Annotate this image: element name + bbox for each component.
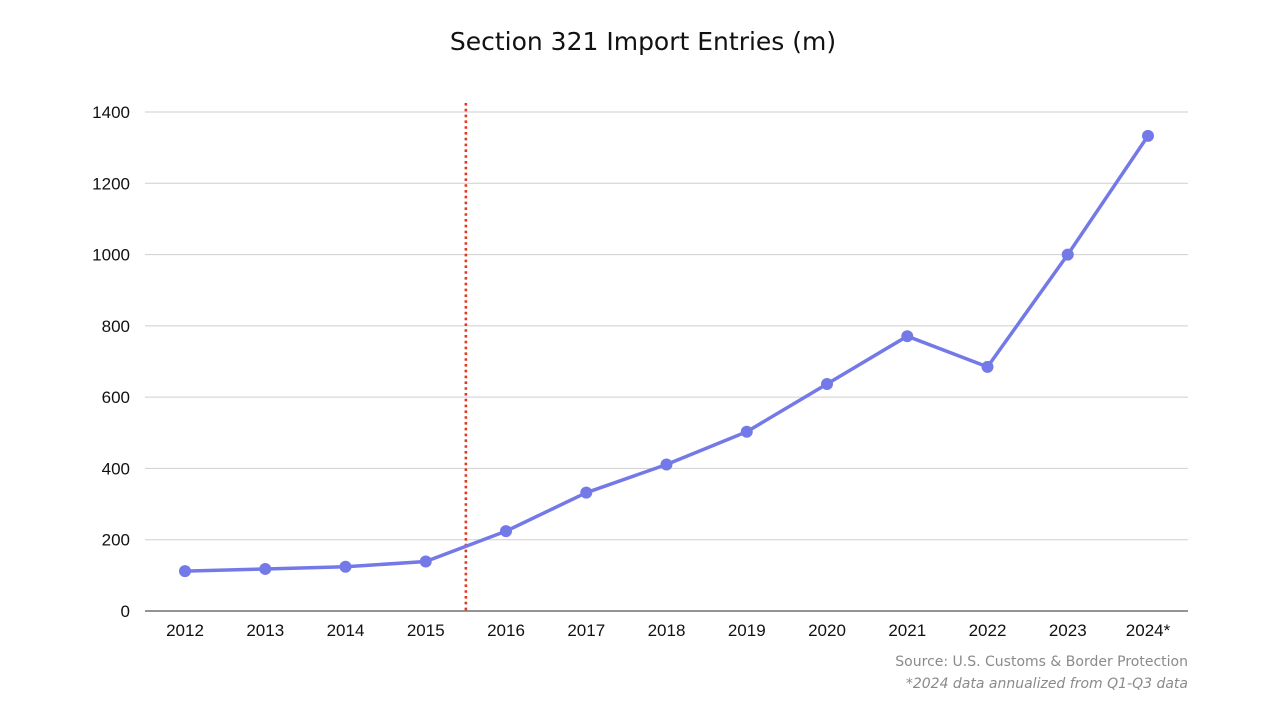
x-axis-ticks: 2012 2013 2014 2015 2016 2017 2018 2019 2020 2021… [166, 621, 1171, 640]
annualized-note: *2024 data annualized from Q1-Q3 data [905, 676, 1188, 692]
series [179, 129, 1154, 578]
x-tick-label: 2022 [969, 621, 1007, 640]
data-point [981, 360, 994, 373]
x-tick-label: 2020 [808, 621, 846, 640]
x-tick-label: 2013 [246, 621, 284, 640]
data-point [1061, 248, 1074, 261]
data-point [580, 486, 593, 499]
data-point [1142, 129, 1154, 142]
y-tick-label: 1200 [92, 174, 130, 193]
data-point [179, 565, 191, 578]
source-note: Source: U.S. Customs & Border Protection [895, 654, 1188, 670]
y-tick-label: 1400 [92, 103, 130, 122]
x-tick-label: 2018 [648, 621, 686, 640]
x-tick-label: 2021 [888, 621, 926, 640]
y-tick-label: 600 [102, 388, 130, 407]
y-tick-label: 1000 [92, 246, 130, 265]
x-tick-label: 2015 [407, 621, 445, 640]
data-point [660, 458, 673, 471]
y-axis-ticks: 0 200 400 600 800 1000 1200 1400 [92, 103, 130, 621]
gridlines [145, 111, 1188, 612]
y-tick-label: 200 [102, 531, 130, 550]
data-point [901, 330, 914, 343]
data-point [419, 555, 432, 568]
series-line [183, 134, 1150, 573]
y-tick-label: 800 [102, 317, 130, 336]
data-point [500, 525, 512, 538]
x-tick-label: 2024* [1126, 621, 1171, 640]
x-tick-label: 2016 [487, 621, 525, 640]
data-point [821, 377, 833, 390]
y-tick-label: 400 [102, 459, 130, 478]
x-tick-label: 2017 [567, 621, 605, 640]
y-tick-label: 0 [121, 602, 130, 621]
data-point [339, 560, 352, 573]
x-tick-label: 2014 [327, 621, 365, 640]
chart-title: Section 321 Import Entries (m) [449, 27, 837, 56]
x-tick-label: 2019 [728, 621, 766, 640]
data-point [259, 562, 272, 575]
x-tick-label: 2012 [166, 621, 204, 640]
data-point [740, 425, 753, 438]
x-tick-label: 2023 [1049, 621, 1087, 640]
